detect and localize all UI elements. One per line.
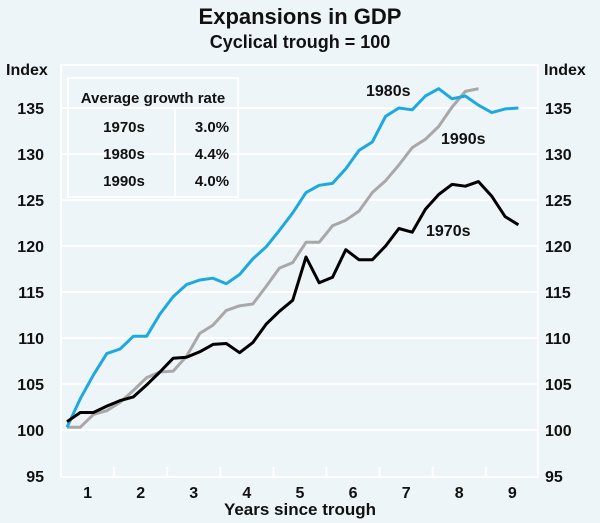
x-axis-label: Years since trough: [223, 500, 377, 519]
y-tick-label: 115: [18, 285, 44, 302]
annotation-1970s: 1970s: [426, 223, 471, 240]
x-ticks: 1 2 3 4 5 6 7 8 9: [83, 485, 517, 502]
x-tick-label: 7: [402, 485, 411, 502]
series-line-1970s: [66, 180, 520, 423]
chart-subtitle: Cyclical trough = 100: [209, 32, 391, 52]
y-tick-label: 105: [17, 377, 44, 394]
series-line-1980s: [65, 87, 519, 428]
y-tick-label: 120: [545, 239, 572, 256]
y-tick-label: 100: [17, 423, 44, 440]
y-tick-label: 100: [545, 423, 572, 440]
x-tick-label: 6: [349, 485, 358, 502]
y-tick-label: 95: [545, 469, 563, 486]
left-y-ticks: 95 100 105 110 115 120 125 130 135: [17, 101, 44, 486]
y-tick-label: 135: [17, 101, 44, 118]
inset-table-decade: 1990s: [103, 173, 145, 190]
x-tick-label: 2: [136, 485, 145, 502]
x-tick-label: 5: [295, 485, 304, 502]
inset-table-decade: 1980s: [103, 146, 145, 163]
inset-table-rate: 4.4%: [195, 146, 229, 163]
x-tick-label: 8: [455, 485, 464, 502]
y-tick-label: 135: [545, 101, 572, 118]
plot-border: [60, 64, 539, 478]
annotation-1980s: 1980s: [366, 83, 411, 100]
inset-table-decade: 1970s: [103, 119, 145, 136]
x-tick-label: 3: [189, 485, 198, 502]
x-tick-label: 4: [242, 485, 251, 502]
y-tick-label: 95: [26, 469, 44, 486]
inset-table-border: [67, 77, 239, 198]
series-lines: [65, 87, 520, 429]
y-tick-label: 105: [545, 377, 572, 394]
y-tick-label: 125: [17, 193, 44, 210]
y-tick-label: 110: [545, 331, 571, 348]
series-line-1990s: [67, 87, 479, 429]
right-y-ticks: 95 100 105 110 115 120 125 130 135: [545, 101, 572, 486]
right-axis-label: Index: [544, 62, 586, 79]
y-tick-label: 130: [545, 147, 572, 164]
chart-title: Expansions in GDP: [198, 4, 402, 29]
inset-table-title: Average growth rate: [81, 90, 226, 107]
y-tick-label: 125: [545, 193, 572, 210]
left-axis-label: Index: [6, 62, 48, 79]
y-tick-label: 120: [17, 239, 44, 256]
annotation-1990s: 1990s: [441, 131, 486, 148]
inset-table-rate: 4.0%: [195, 173, 229, 190]
x-tick-label: 1: [83, 485, 92, 502]
inset-table-rate: 3.0%: [195, 119, 229, 136]
x-tick-label: 9: [508, 485, 517, 502]
inset-table: Average growth rate 1970s 3.0% 1980s 4.4…: [67, 77, 239, 198]
y-tick-label: 110: [18, 331, 44, 348]
y-tick-label: 115: [545, 285, 571, 302]
y-tick-label: 130: [17, 147, 44, 164]
